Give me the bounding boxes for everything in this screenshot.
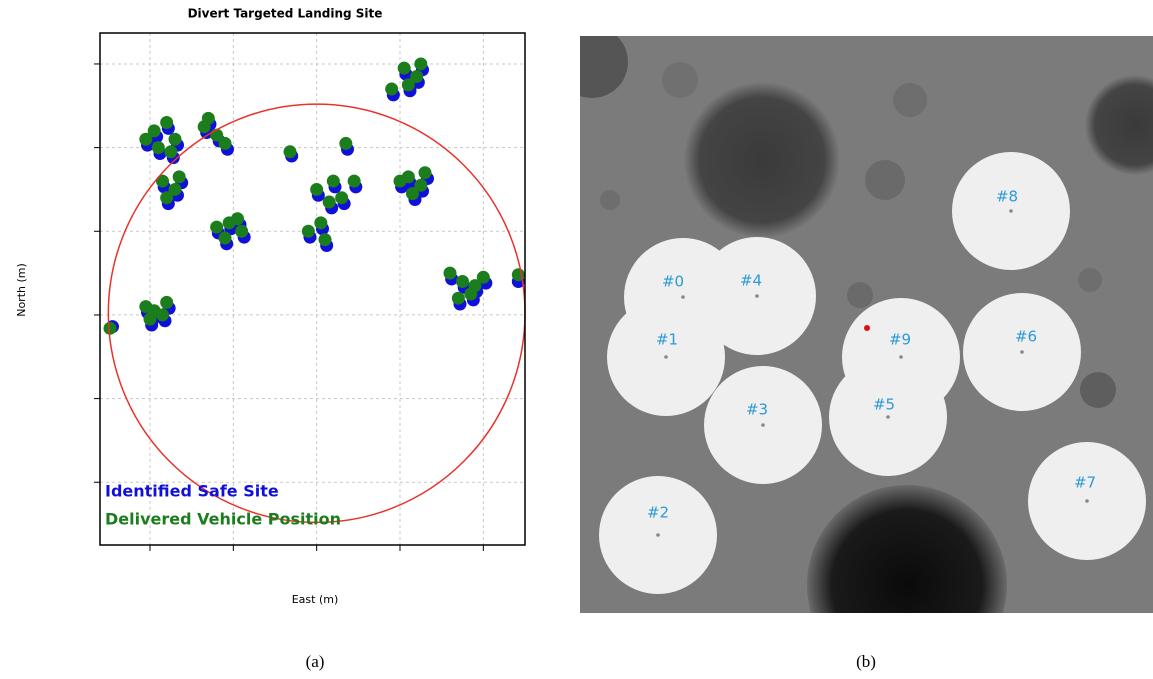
point [173, 170, 186, 183]
point [160, 191, 173, 204]
point [419, 166, 432, 179]
caption: (a) [306, 652, 325, 671]
point [144, 313, 157, 326]
point [202, 112, 215, 125]
point [456, 275, 469, 288]
crater [865, 160, 905, 200]
point [477, 271, 490, 284]
site-center [656, 533, 660, 537]
crater [893, 83, 927, 117]
site-label: #5 [873, 396, 895, 414]
site-center [664, 355, 668, 359]
site-center [761, 423, 765, 427]
y-axis-label: North (m) [15, 263, 28, 317]
point [235, 225, 248, 238]
crater [807, 485, 1007, 679]
point [169, 133, 182, 146]
point [348, 175, 361, 188]
site-center [899, 355, 903, 359]
point [327, 175, 340, 188]
point [402, 78, 415, 91]
site-center [1009, 209, 1013, 213]
site-label: #1 [656, 331, 678, 349]
point [160, 116, 173, 129]
crater [1078, 268, 1102, 292]
plot: Identified Safe Site Delivered Vehicle Po… [94, 33, 525, 551]
point [464, 288, 477, 301]
point [385, 83, 398, 96]
point [164, 145, 177, 158]
point [406, 187, 419, 200]
crater [684, 82, 840, 238]
crater [662, 62, 698, 98]
crater [600, 190, 620, 210]
point [414, 57, 427, 70]
crater [1080, 372, 1116, 408]
site-center [1020, 350, 1024, 354]
point [335, 191, 348, 204]
x-axis-label: East (m) [292, 593, 339, 606]
site-label: #0 [662, 273, 684, 291]
page: Divert Targeted Landing Site East (m) No… [0, 0, 1153, 679]
point [139, 133, 152, 146]
site-center [755, 294, 759, 298]
crater [556, 26, 628, 98]
crater [847, 282, 873, 308]
point [444, 267, 457, 280]
site-label: #6 [1015, 328, 1037, 346]
point [156, 308, 169, 321]
site-label: #8 [996, 188, 1018, 206]
point [339, 137, 352, 150]
point [398, 62, 411, 75]
site-label: #7 [1074, 474, 1096, 492]
site-center [681, 295, 685, 299]
vehicle-dot [864, 325, 870, 331]
point [210, 221, 223, 234]
caption: (b) [856, 652, 876, 671]
point [231, 212, 244, 225]
point [156, 175, 169, 188]
point [152, 141, 165, 154]
point [314, 216, 327, 229]
point [104, 322, 117, 335]
site-label: #4 [740, 272, 762, 290]
chart-title: Divert Targeted Landing Site [188, 7, 383, 21]
point [302, 225, 315, 238]
figure: Divert Targeted Landing Site East (m) No… [0, 0, 1153, 679]
point [310, 183, 323, 196]
terrain-image: #0 #1 #2 #3 #4 #5 #6 #7 #8 #9 [556, 26, 1153, 679]
point [452, 292, 465, 305]
site-center [886, 415, 890, 419]
point [219, 231, 232, 244]
site-center [1085, 499, 1089, 503]
legend-entry: Delivered Vehicle Position [105, 510, 341, 529]
point [160, 296, 173, 309]
point [323, 195, 336, 208]
legend-entry: Identified Safe Site [105, 482, 279, 501]
point [319, 233, 332, 246]
point [219, 137, 232, 150]
site-label: #2 [647, 504, 669, 522]
point [394, 175, 407, 188]
site-label: #3 [746, 401, 768, 419]
point [284, 145, 297, 158]
site-label: #9 [889, 331, 911, 349]
